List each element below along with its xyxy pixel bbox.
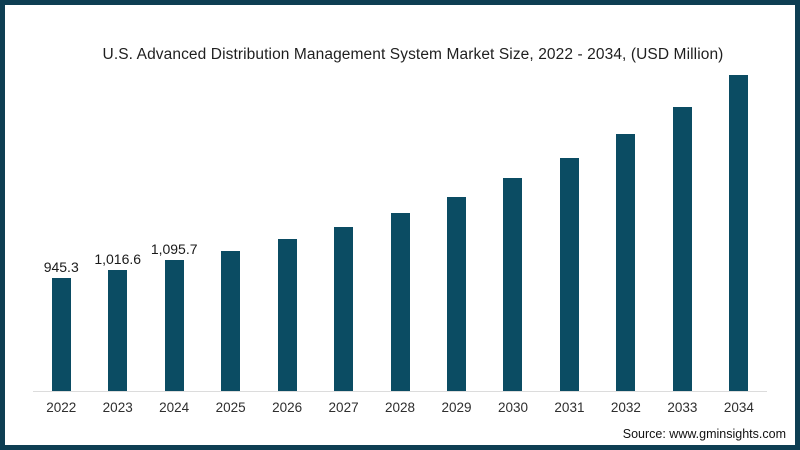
bar-2024 <box>164 260 184 391</box>
bar-column-2031: 2031 <box>541 5 597 415</box>
bar-column-2029: 2029 <box>428 5 484 415</box>
plot-area: 945.3 2022 1,016.6 2023 1,095.7 2024 2025 2026 2… <box>33 5 767 415</box>
bar-2027 <box>334 226 354 391</box>
bar-column-2034: 2034 <box>711 5 767 415</box>
x-tick-label-2028: 2028 <box>385 400 416 415</box>
x-tick-label-2024: 2024 <box>159 400 190 415</box>
x-tick-label-2027: 2027 <box>328 400 359 415</box>
x-tick-label-2034: 2034 <box>723 400 754 415</box>
bar-column-2022: 945.3 2022 <box>33 5 89 415</box>
bar-2030 <box>503 178 523 391</box>
x-axis-line <box>33 391 767 392</box>
bar-column-2023: 1,016.6 2023 <box>89 5 145 415</box>
bar-column-2025: 2025 <box>202 5 258 415</box>
bar-2026 <box>277 239 297 391</box>
bar-2029 <box>447 196 467 391</box>
bar-value-label-2023: 1,016.6 <box>94 250 142 267</box>
bar-value-label-2022: 945.3 <box>43 259 79 276</box>
bar-value-label-2024: 1,095.7 <box>150 241 198 258</box>
x-tick-label-2029: 2029 <box>441 400 472 415</box>
x-tick-label-2033: 2033 <box>667 400 698 415</box>
bar-2034 <box>729 75 749 391</box>
bar-2033 <box>672 107 692 391</box>
x-tick-label-2030: 2030 <box>497 400 528 415</box>
bar-column-2028: 2028 <box>372 5 428 415</box>
chart-title: U.S. Advanced Distribution Management Sy… <box>102 46 724 63</box>
x-tick-label-2031: 2031 <box>554 400 585 415</box>
bar-2028 <box>390 213 410 391</box>
bar-column-2027: 2027 <box>315 5 371 415</box>
x-tick-label-2025: 2025 <box>215 400 246 415</box>
bar-column-2026: 2026 <box>259 5 315 415</box>
bar-2031 <box>559 158 579 391</box>
source-credit: Source: www.gminsights.com <box>622 427 786 441</box>
bar-2023 <box>108 269 128 391</box>
x-tick-label-2032: 2032 <box>610 400 641 415</box>
bar-2032 <box>616 134 636 391</box>
x-tick-label-2026: 2026 <box>272 400 303 415</box>
bar-column-2032: 2032 <box>598 5 654 415</box>
x-tick-label-2022: 2022 <box>46 400 77 415</box>
bar-2025 <box>221 250 241 391</box>
bar-column-2030: 2030 <box>485 5 541 415</box>
bar-2022 <box>51 278 71 391</box>
x-tick-label-2023: 2023 <box>102 400 133 415</box>
bar-column-2033: 2033 <box>654 5 710 415</box>
bar-column-2024: 1,095.7 2024 <box>146 5 202 415</box>
